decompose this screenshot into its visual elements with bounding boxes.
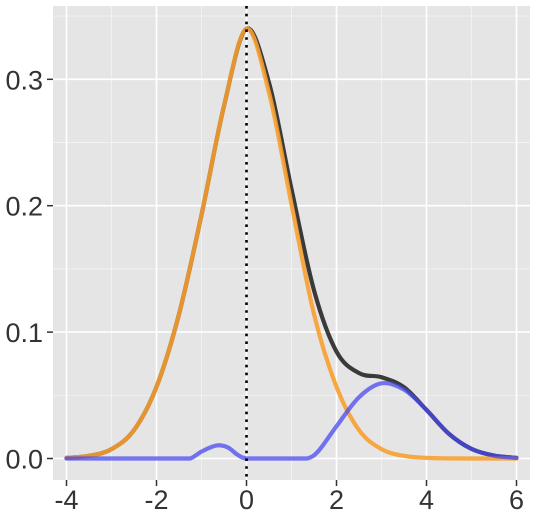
x-tick-label: 6 <box>509 485 524 515</box>
x-tick-label: 2 <box>329 485 344 515</box>
grid-minor <box>53 6 530 480</box>
x-tick-label: -4 <box>54 485 78 515</box>
y-tick-label: 0.1 <box>5 318 43 348</box>
x-tick-label: 4 <box>419 485 434 515</box>
series-line-bump <box>64 380 519 461</box>
x-tick-label: 0 <box>239 485 254 515</box>
y-tick-label: 0.0 <box>5 445 43 475</box>
y-tick-label: 0.2 <box>5 192 43 222</box>
x-tick-label: -2 <box>144 485 168 515</box>
y-tick-labels: 0.0 0.1 0.2 0.3 <box>5 65 43 474</box>
series-line-main <box>64 26 519 461</box>
series-layer <box>64 26 519 461</box>
axis-ticks <box>47 78 518 486</box>
x-tick-labels: -4 -2 0 2 4 6 <box>54 485 524 515</box>
y-tick-label: 0.3 <box>5 65 43 95</box>
